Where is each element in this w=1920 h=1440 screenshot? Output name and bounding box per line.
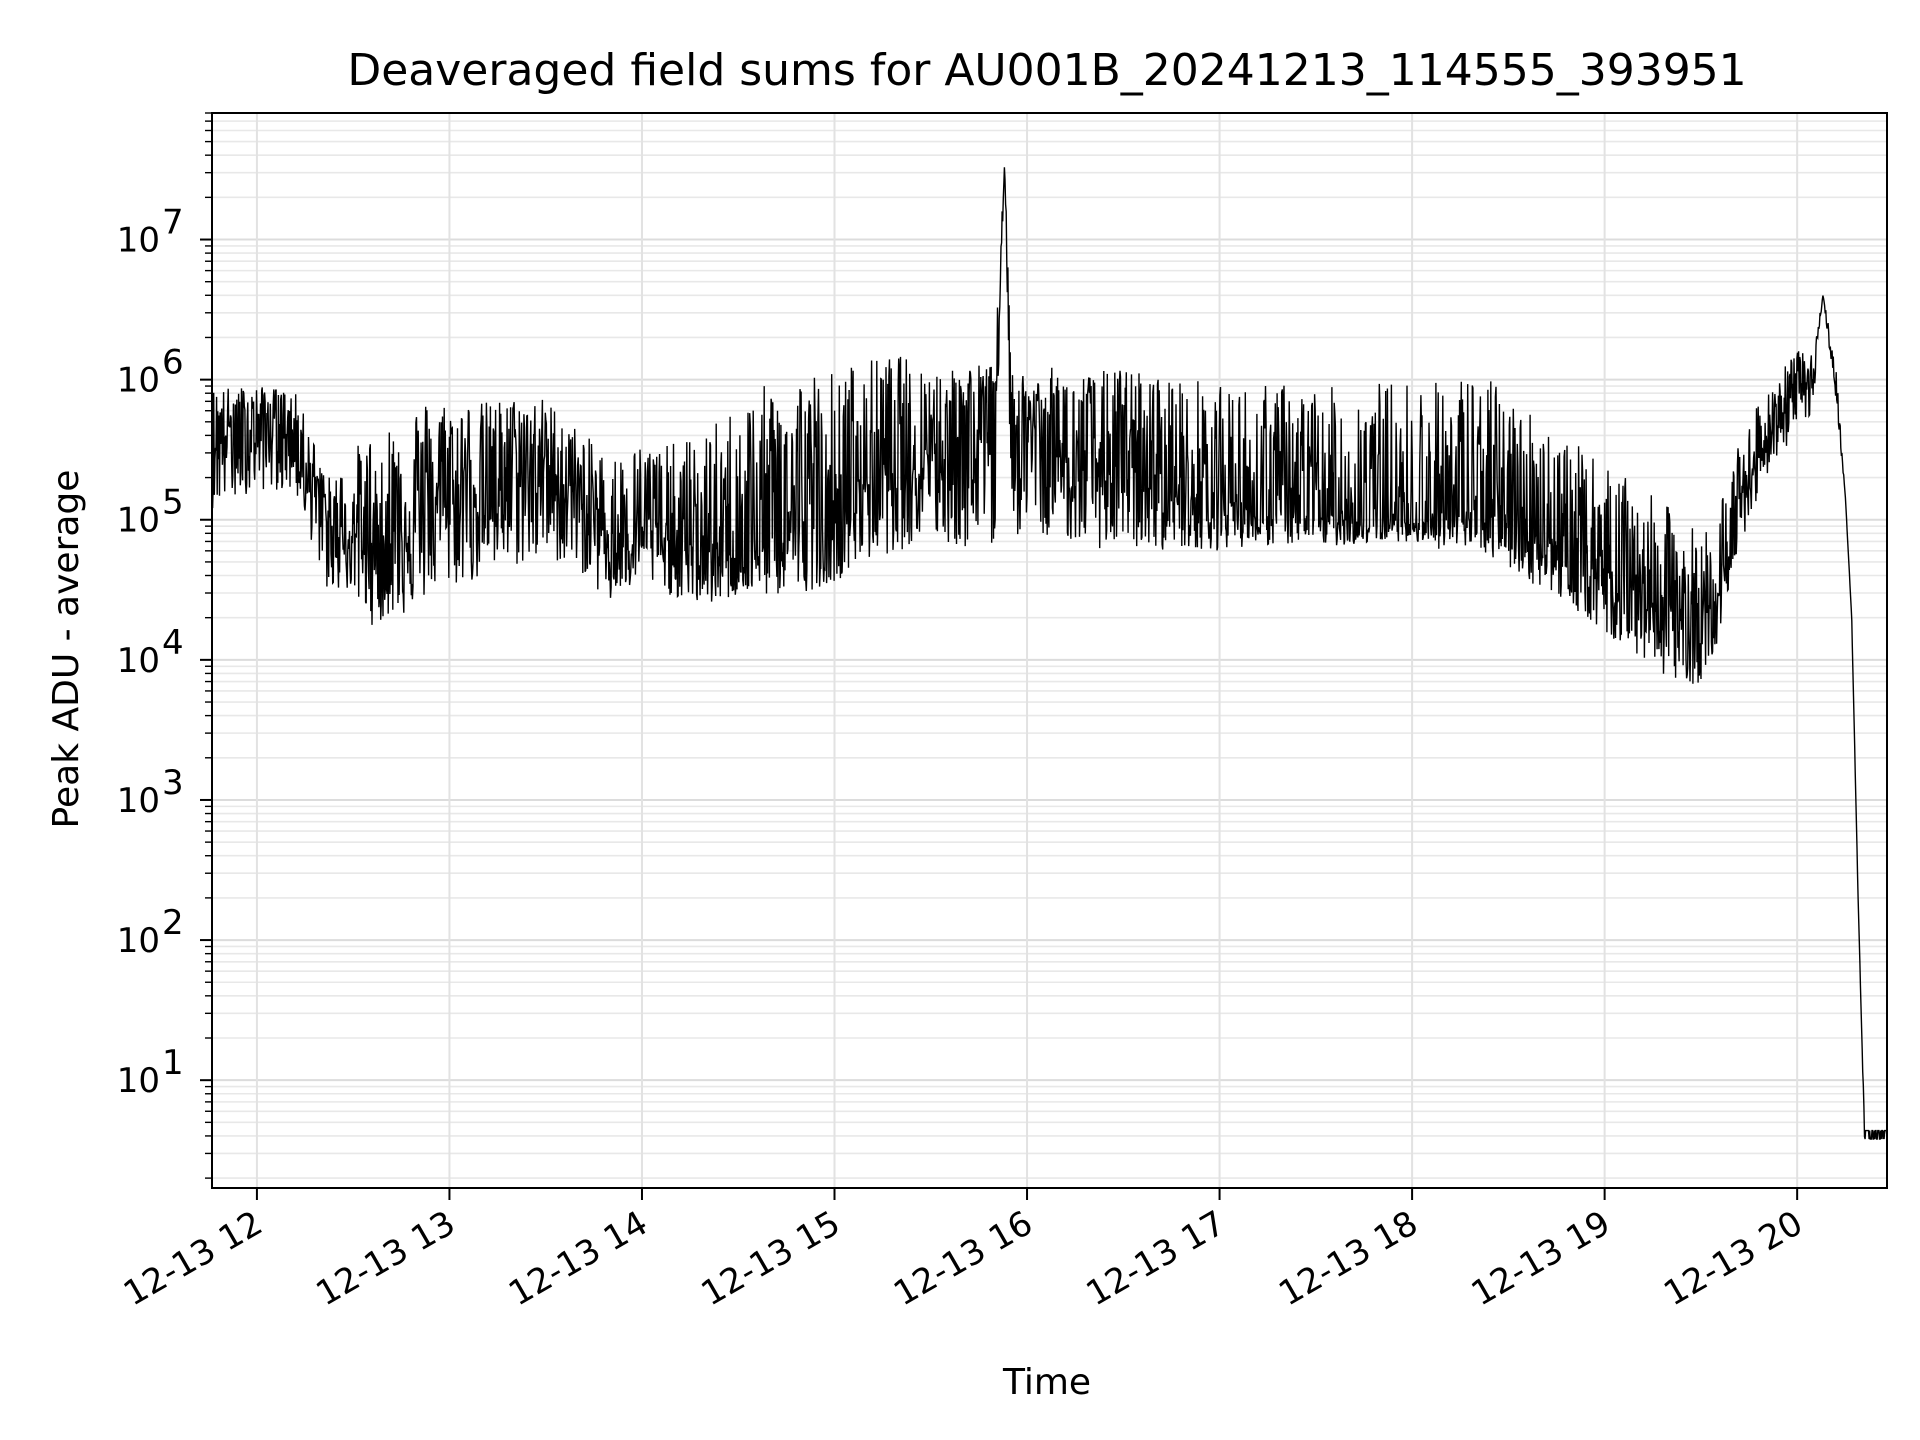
y-tick-label-exponent: 2 [162,903,184,943]
y-tick-label-base: 10 [117,221,160,261]
y-tick-label: 10 1 [117,1043,184,1101]
plot-frame [211,112,1888,1189]
y-tick-label-base: 10 [117,921,160,961]
y-tick-label-exponent: 3 [162,763,184,803]
y-tick-label: 10 5 [117,483,184,541]
y-tick-label-base: 10 [117,641,160,681]
plot-area [212,167,1887,1140]
y-tick-label-base: 10 [117,1061,160,1101]
y-tick-label: 10 7 [117,203,184,261]
y-tick-label: 10 2 [117,903,184,961]
y-tick-label-base: 10 [117,501,160,541]
series-line [212,167,1887,1140]
ticks-layer [200,112,1799,1200]
y-tick-label-exponent: 5 [162,483,184,523]
y-tick-label-base: 10 [117,361,160,401]
chart-title: Deaveraged field sums for AU001B_2024121… [347,45,1746,96]
y-tick-label-exponent: 7 [162,203,184,243]
y-tick-label-base: 10 [117,781,160,821]
y-tick-label: 10 4 [117,623,184,681]
y-tick-label: 10 6 [117,343,184,401]
y-tick-label-exponent: 4 [162,623,184,663]
y-tick-label-exponent: 6 [162,343,184,383]
y-tick-label: 10 3 [117,763,184,821]
x-axis-title: Time [1002,1362,1091,1403]
y-tick-label-exponent: 1 [162,1043,184,1083]
y-axis-title: Peak ADU - average [46,470,87,829]
